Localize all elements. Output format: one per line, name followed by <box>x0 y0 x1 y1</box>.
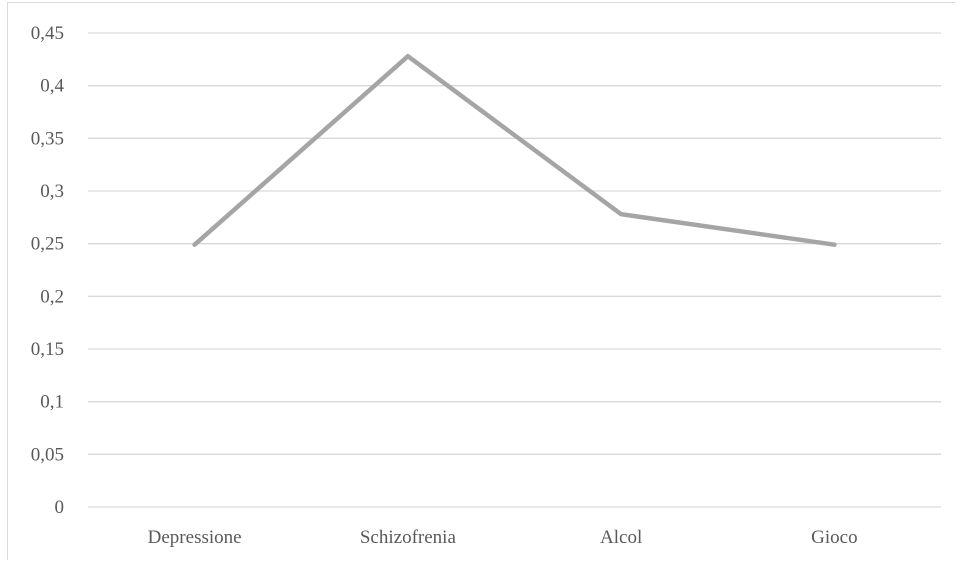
x-category-label: Depressione <box>148 527 242 548</box>
y-tick-label: 0,15 <box>31 339 64 360</box>
series-line <box>192 53 837 247</box>
chart-frame <box>7 2 955 560</box>
y-tick-label: 0,4 <box>40 76 64 97</box>
y-axis-ticks: 0 0,05 0,1 0,15 0,2 0,25 0,3 0,35 0,4 0,45 <box>31 23 65 518</box>
x-category-label: Alcol <box>600 527 642 548</box>
x-category-label: Gioco <box>811 527 857 548</box>
y-tick-label: 0,35 <box>31 128 64 149</box>
y-tick-label: 0,25 <box>31 234 64 255</box>
y-tick-label: 0,05 <box>31 444 64 465</box>
x-category-label: Schizofrenia <box>360 527 457 548</box>
y-tick-label: 0,45 <box>31 23 64 44</box>
y-tick-label: 0 <box>55 497 65 518</box>
series-layer <box>192 53 837 247</box>
y-tick-label: 0,1 <box>40 392 64 413</box>
y-tick-label: 0,3 <box>40 181 64 202</box>
grid-layer <box>88 32 941 508</box>
x-axis-categories: Depressione Schizofrenia Alcol Gioco <box>148 527 858 548</box>
y-tick-label: 0,2 <box>40 286 64 307</box>
